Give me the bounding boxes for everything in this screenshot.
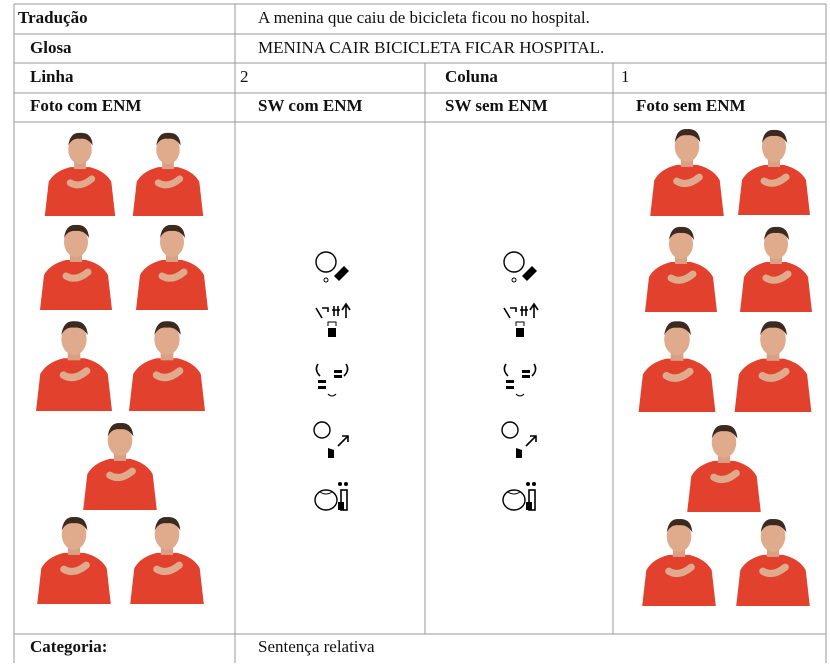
photos-with-enm bbox=[36, 133, 208, 604]
label: Coluna bbox=[445, 67, 498, 86]
header: Foto com ENM bbox=[30, 96, 141, 115]
value: 1 bbox=[621, 67, 630, 86]
value: 2 bbox=[240, 67, 249, 86]
label: Tradução bbox=[18, 8, 88, 27]
photos-without-enm bbox=[639, 129, 812, 606]
value: Sentença relativa bbox=[258, 637, 375, 656]
label: Linha bbox=[30, 67, 74, 86]
value: MENINA CAIR BICICLETA FICAR HOSPITAL. bbox=[258, 38, 604, 57]
header: SW sem ENM bbox=[445, 96, 548, 115]
signwriting-with-enm bbox=[313, 251, 351, 511]
label: Categoria: bbox=[30, 637, 107, 656]
table-borders bbox=[13, 3, 827, 663]
signwriting-without-enm bbox=[501, 251, 539, 511]
header: Foto sem ENM bbox=[636, 96, 746, 115]
label: Glosa bbox=[30, 38, 72, 57]
value: A menina que caiu de bicicleta ficou no … bbox=[258, 8, 590, 27]
header: SW com ENM bbox=[258, 96, 363, 115]
